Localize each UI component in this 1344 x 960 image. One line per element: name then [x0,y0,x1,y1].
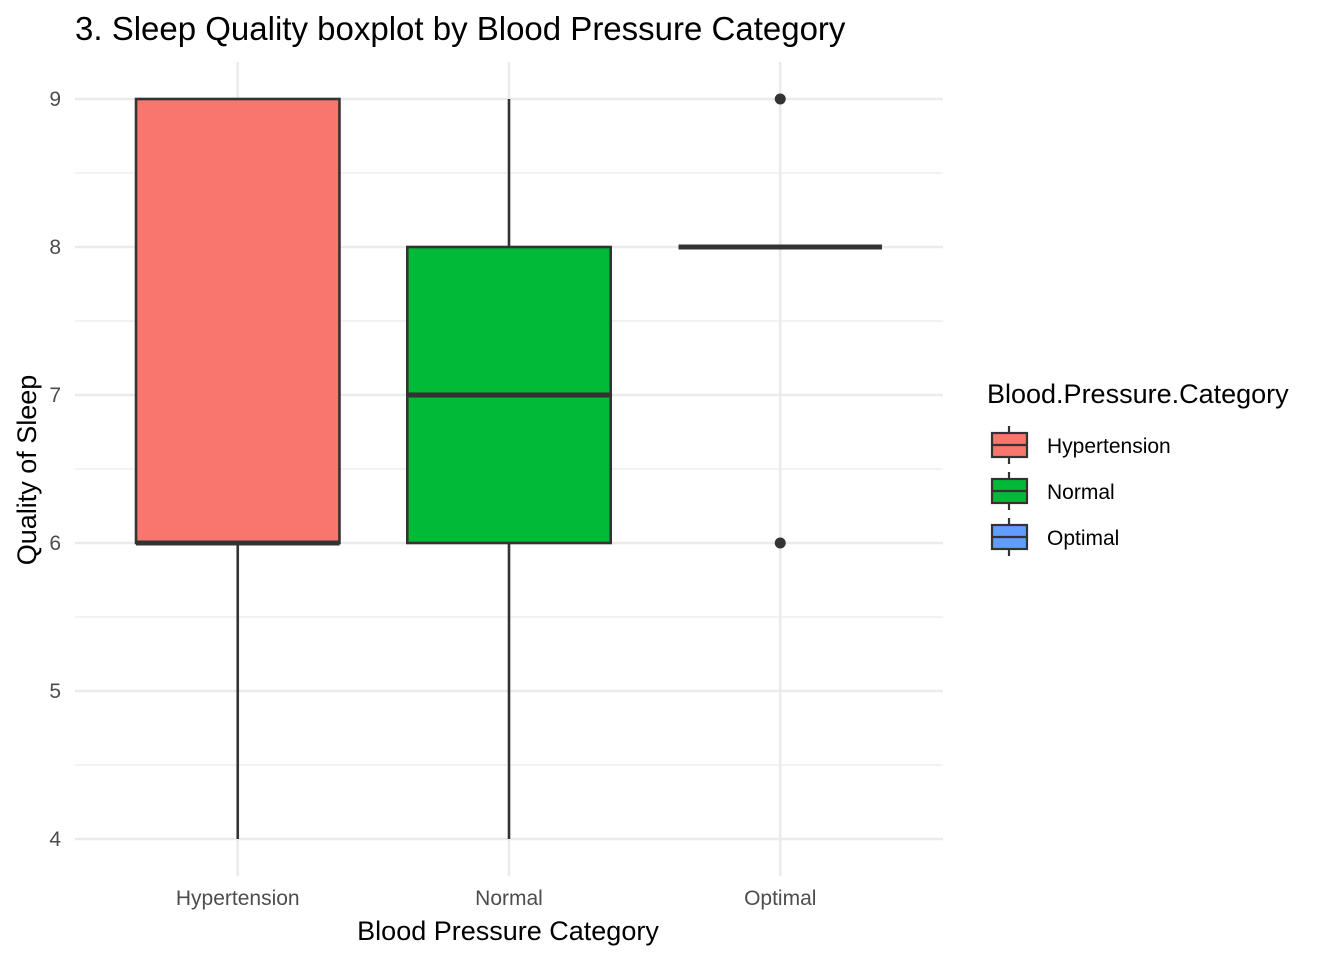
chart-title: 3. Sleep Quality boxplot by Blood Pressu… [75,10,846,47]
boxplot-marks [134,93,882,839]
y-tick-label: 4 [49,828,61,851]
box-normal [405,99,613,839]
x-tick-label: Hypertension [176,887,300,910]
outlier-point [774,537,786,549]
x-tick-label: Normal [475,887,543,910]
legend-label: Hypertension [1047,435,1171,458]
box-body [134,97,341,545]
legend: Blood.Pressure.Category Hypertension Norm… [987,379,1289,556]
box-optimal [678,93,882,549]
y-tick-label: 5 [49,680,61,703]
outlier-point [774,93,786,105]
y-tick-label: 9 [49,88,61,111]
legend-label: Optimal [1047,527,1119,550]
x-tick-label: Optimal [744,887,816,910]
legend-item-optimal: Optimal [990,518,1119,556]
y-axis-ticks: 4 5 6 7 8 9 [49,88,61,851]
legend-item-hypertension: Hypertension [990,426,1171,464]
y-tick-label: 7 [49,384,61,407]
y-tick-label: 8 [49,236,61,259]
x-axis-title: Blood Pressure Category [357,916,659,946]
legend-label: Normal [1047,481,1115,504]
y-tick-label: 6 [49,532,61,555]
box-hypertension [134,97,341,839]
legend-item-normal: Normal [990,472,1115,510]
legend-title: Blood.Pressure.Category [987,379,1289,409]
x-axis-ticks: Hypertension Normal Optimal [176,887,817,910]
y-axis-title: Quality of Sleep [12,375,42,566]
